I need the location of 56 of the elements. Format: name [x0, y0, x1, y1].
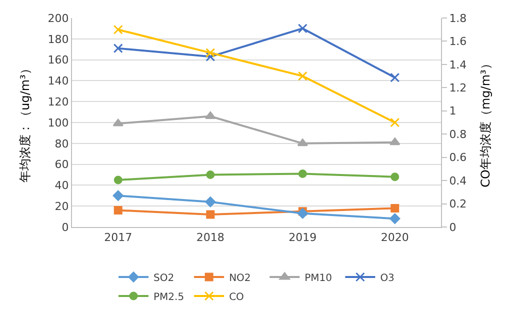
point [390, 204, 400, 212]
y-axis-title: 年均浓度：（ug/m³） [18, 62, 32, 182]
point [298, 169, 307, 178]
y-tick-label: 140 [48, 74, 69, 88]
y-tick-label: 100 [48, 116, 69, 130]
y2-tick-label: 1.4 [449, 58, 467, 72]
y-tick-label: 20 [54, 200, 69, 213]
y2-tick-label: 0 [449, 220, 456, 234]
x-tick-label: 2017 [104, 231, 132, 244]
y2-tick-label: 0.8 [449, 128, 467, 141]
y-tick-label: 80 [54, 137, 69, 150]
legend-label: PM2.5 [154, 292, 184, 303]
point [206, 170, 215, 179]
point [205, 111, 216, 119]
point [390, 72, 400, 82]
y2-tick-label: 1 [449, 104, 456, 118]
point [390, 172, 400, 182]
x-tick-label: 2019 [288, 231, 317, 244]
point [114, 206, 122, 215]
x-tick-label: 2020 [380, 231, 409, 244]
y2-tick-label: 0.6 [449, 151, 467, 164]
point [205, 196, 216, 208]
point [390, 118, 400, 128]
y-tick-label: 60 [54, 158, 69, 172]
legend-label: O3 [380, 272, 394, 284]
point [298, 24, 308, 34]
y-tick-label: 160 [48, 54, 69, 67]
legend-label: NO2 [229, 272, 251, 284]
y-tick-label: 40 [54, 179, 69, 192]
point [297, 138, 308, 146]
y2-tick-label: 1.8 [449, 12, 467, 25]
point [114, 176, 122, 184]
y2-tick-label: 1.6 [449, 35, 467, 48]
point [390, 213, 400, 224]
point [113, 24, 123, 34]
point [112, 118, 124, 126]
x-tick-label: 2018 [196, 231, 224, 244]
y-tick-label: 0 [62, 220, 69, 234]
y2-tick-label: 0.2 [449, 198, 467, 211]
y2-axis-title: CO年均浓度（mg/m³） [478, 58, 493, 188]
point [206, 48, 216, 58]
y-tick-label: 200 [48, 12, 69, 25]
point [206, 52, 216, 62]
y-tick-label: 180 [48, 32, 69, 46]
point [390, 138, 400, 146]
point [206, 210, 215, 219]
legend-label: CO [229, 292, 244, 303]
legend-label: PM10 [304, 272, 332, 284]
point [298, 71, 308, 81]
point [297, 208, 308, 219]
point [112, 190, 124, 201]
point [113, 44, 123, 54]
y2-tick-label: 0.4 [449, 174, 467, 188]
y-tick-label: 120 [48, 95, 69, 108]
legend-label: SO2 [154, 272, 174, 284]
y2-tick-label: 1.2 [449, 82, 467, 95]
